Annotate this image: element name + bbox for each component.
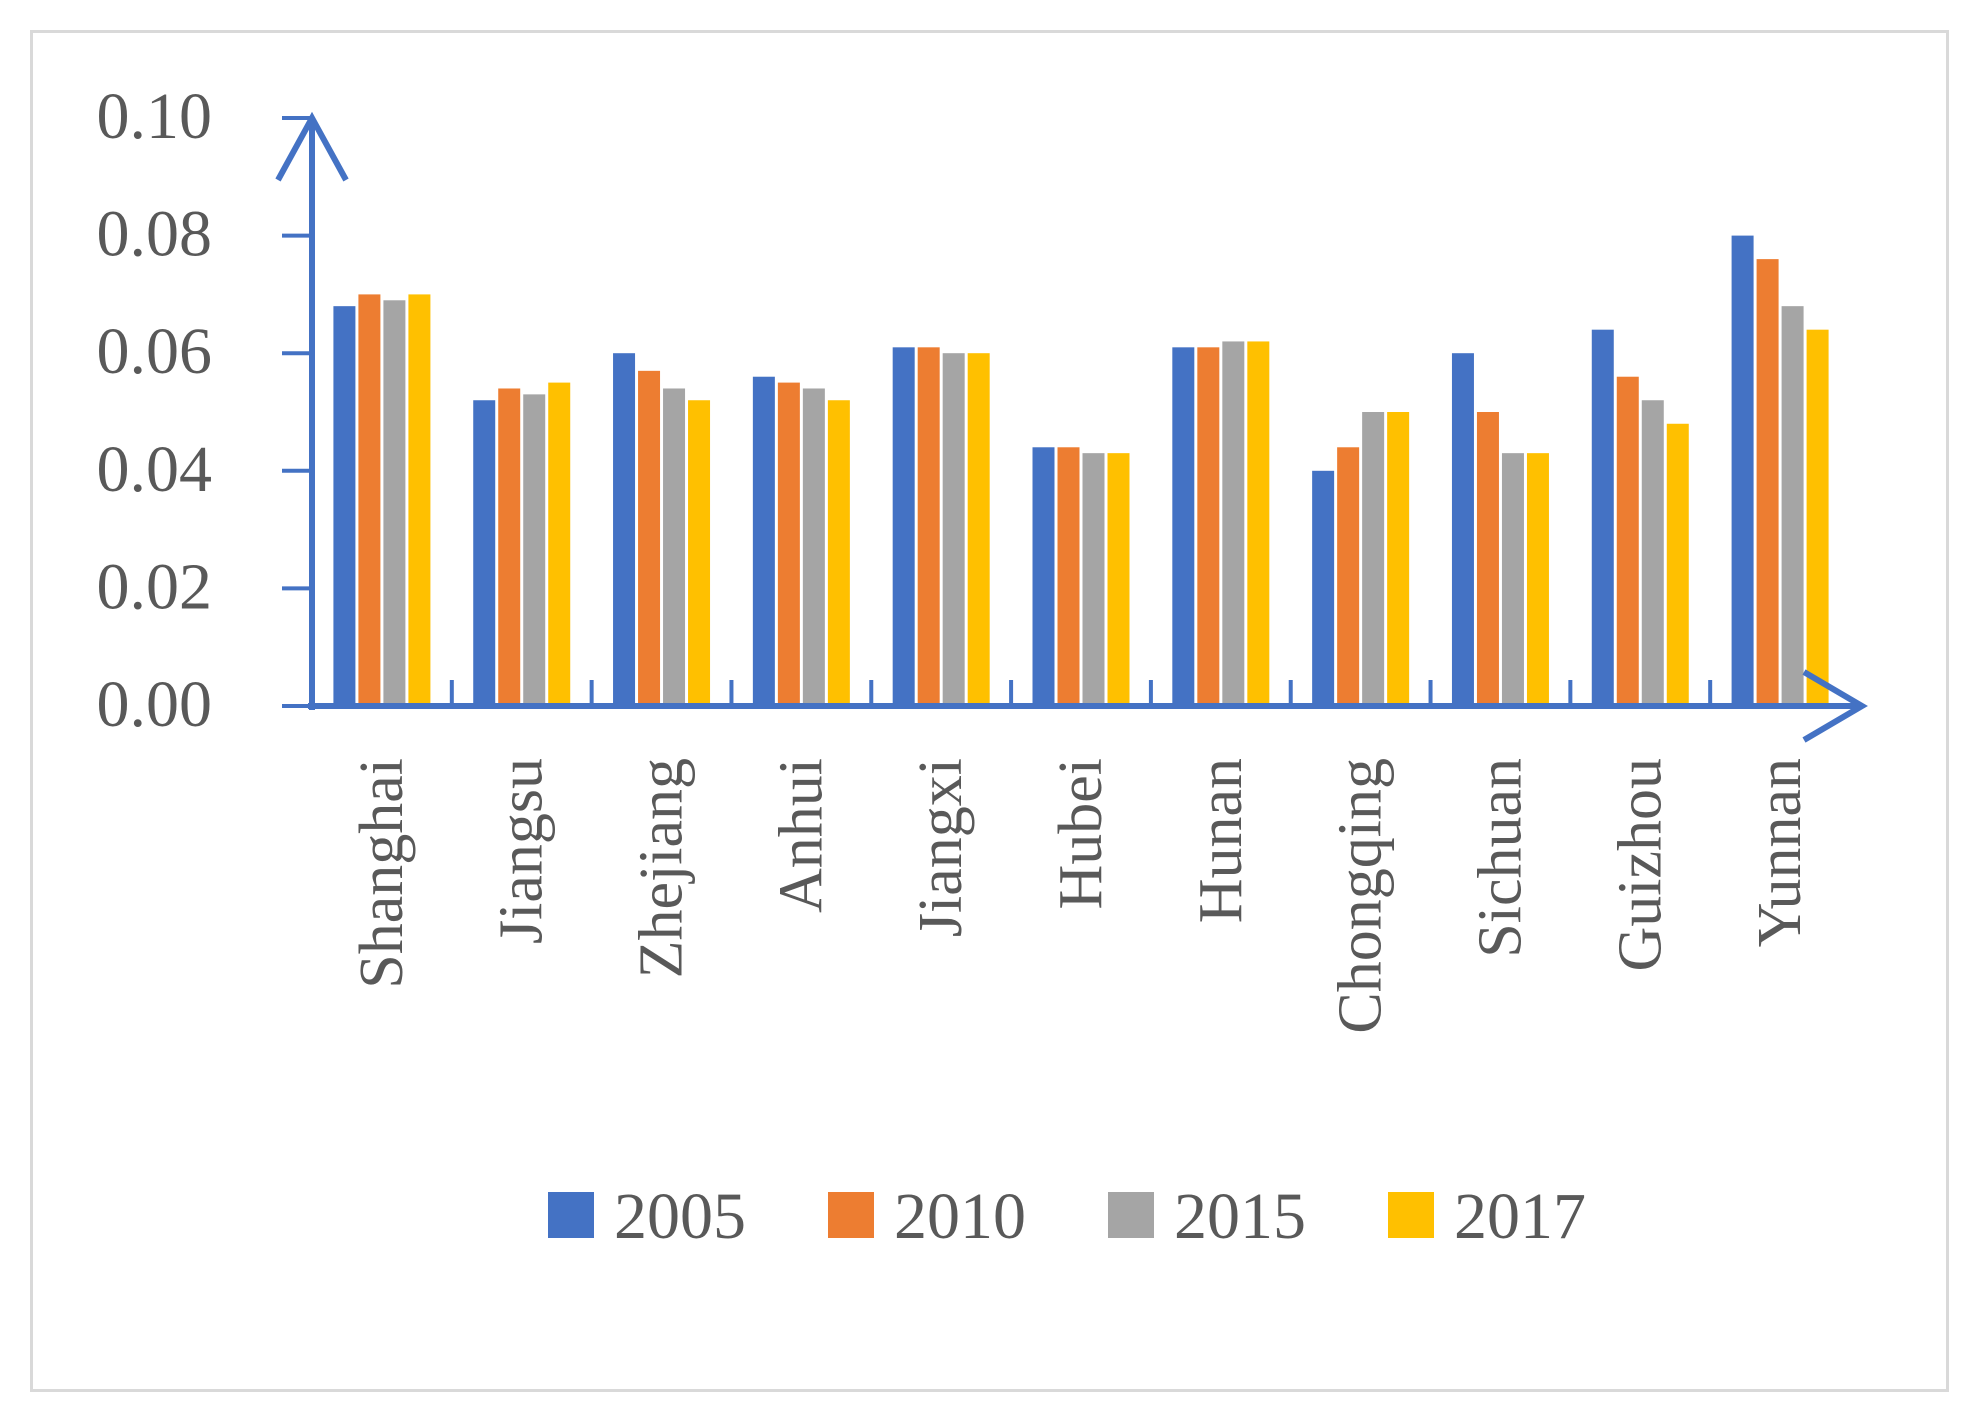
bar-2017-anhui xyxy=(827,400,850,706)
category-label-hunan: Hunan xyxy=(1187,758,1255,923)
x-axis-labels: Shanghai Jiangsu Zhejiang Anhui Jiangxi Hubei… xyxy=(348,758,1814,1034)
category-label-yunnan: Yunnan xyxy=(1746,758,1814,947)
bar-2005-zhejiang xyxy=(613,353,636,706)
bars xyxy=(333,235,1829,706)
bar-2017-hunan xyxy=(1247,341,1270,706)
bar-2010-yunnan xyxy=(1756,259,1779,706)
bar-2017-sichuan xyxy=(1526,453,1549,706)
bar-2015-sichuan xyxy=(1501,453,1524,706)
category-label-chongqing: Chongqing xyxy=(1327,758,1395,1034)
x-axis-arrowhead xyxy=(1802,669,1868,743)
bar-2005-jiangsu xyxy=(473,400,496,706)
bar-2010-chongqing xyxy=(1337,447,1360,706)
legend-label-2005: 2005 xyxy=(614,1180,746,1253)
y-tick-label: 0.04 xyxy=(97,433,213,506)
bar-2010-hubei xyxy=(1057,447,1080,706)
legend-label-2017: 2017 xyxy=(1454,1180,1586,1253)
legend: 2005 2010 2015 2017 xyxy=(548,1180,1586,1253)
category-label-sichuan: Sichuan xyxy=(1466,758,1534,958)
y-tick-label: 0.08 xyxy=(97,198,213,271)
bar-2017-zhejiang xyxy=(688,400,711,706)
y-tick-label: 0.02 xyxy=(97,550,213,623)
bar-2015-jiangsu xyxy=(523,394,546,706)
bar-2005-yunnan xyxy=(1731,235,1754,706)
y-axis-labels: 0.00 0.02 0.04 0.06 0.08 0.10 xyxy=(97,80,213,741)
bar-2005-anhui xyxy=(752,376,775,706)
category-label-shanghai: Shanghai xyxy=(348,758,416,989)
axes xyxy=(275,111,1868,743)
bar-2010-guizhou xyxy=(1616,376,1639,706)
bar-2005-shanghai xyxy=(333,306,356,706)
bar-2015-yunnan xyxy=(1781,306,1804,706)
bar-2010-jiangsu xyxy=(498,388,521,706)
bar-2010-hunan xyxy=(1197,347,1220,706)
bar-2005-hunan xyxy=(1172,347,1195,706)
bar-2017-jiangsu xyxy=(548,382,571,706)
y-tick-label: 0.10 xyxy=(97,80,213,153)
bar-2017-chongqing xyxy=(1387,412,1410,706)
legend-swatch-2017 xyxy=(1388,1192,1434,1238)
bar-2017-yunnan xyxy=(1806,329,1829,706)
category-label-jiangsu: Jiangsu xyxy=(488,758,556,944)
legend-label-2010: 2010 xyxy=(894,1180,1026,1253)
category-label-jiangxi: Jiangxi xyxy=(907,758,975,937)
legend-swatch-2010 xyxy=(828,1192,874,1238)
bar-2005-jiangxi xyxy=(892,347,915,706)
y-axis-arrowhead xyxy=(275,111,349,182)
bar-2005-hubei xyxy=(1032,447,1055,706)
y-tick-label: 0.06 xyxy=(97,315,213,388)
legend-swatch-2015 xyxy=(1108,1192,1154,1238)
bar-2010-zhejiang xyxy=(638,370,661,706)
bar-2010-anhui xyxy=(777,382,800,706)
bar-2015-hubei xyxy=(1082,453,1105,706)
bar-2015-chongqing xyxy=(1362,412,1385,706)
category-label-anhui: Anhui xyxy=(767,758,835,913)
category-label-zhejiang: Zhejiang xyxy=(628,758,696,978)
bar-2015-shanghai xyxy=(383,300,406,706)
bar-2010-shanghai xyxy=(358,294,381,706)
bar-2005-sichuan xyxy=(1451,353,1474,706)
bar-2017-jiangxi xyxy=(967,353,990,706)
x-axis-ticks xyxy=(449,680,1713,706)
y-tick-label: 0.00 xyxy=(97,668,213,741)
bar-2015-hunan xyxy=(1222,341,1245,706)
bar-2015-anhui xyxy=(802,388,825,706)
bar-2005-chongqing xyxy=(1312,470,1335,706)
bar-2010-jiangxi xyxy=(917,347,940,706)
legend-swatch-2005 xyxy=(548,1192,594,1238)
bar-2010-sichuan xyxy=(1476,412,1499,706)
y-axis-ticks xyxy=(282,116,312,708)
chart-frame xyxy=(30,30,1949,1392)
legend-label-2015: 2015 xyxy=(1174,1180,1306,1253)
category-label-guizhou: Guizhou xyxy=(1606,758,1674,972)
bar-2015-zhejiang xyxy=(663,388,686,706)
bar-2017-hubei xyxy=(1107,453,1130,706)
bar-2015-jiangxi xyxy=(942,353,965,706)
category-label-hubei: Hubei xyxy=(1047,758,1115,910)
bar-2005-guizhou xyxy=(1591,329,1614,706)
bar-2017-guizhou xyxy=(1666,423,1689,706)
bar-2015-guizhou xyxy=(1641,400,1664,706)
bar-2017-shanghai xyxy=(408,294,431,706)
